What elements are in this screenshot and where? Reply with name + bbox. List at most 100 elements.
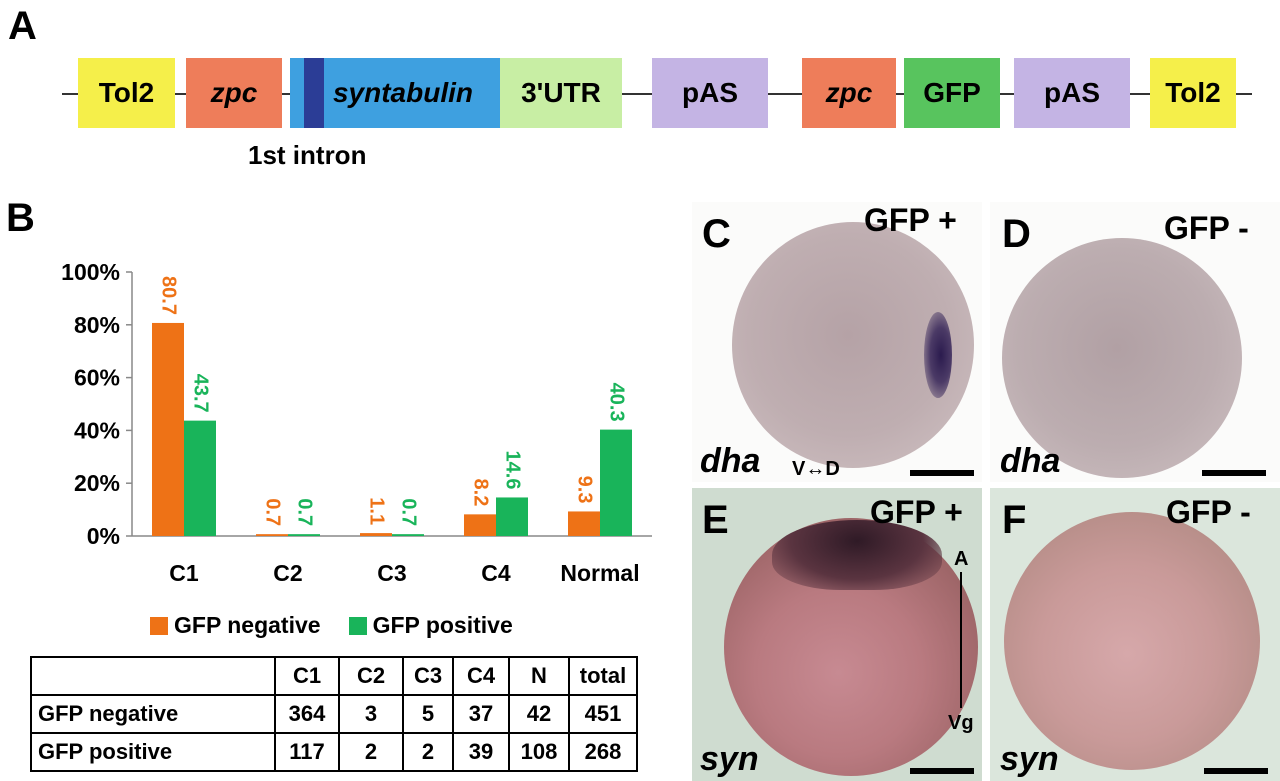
table-header-cell: C3 xyxy=(402,656,454,696)
panel-label-e: E xyxy=(702,498,729,542)
table-header-cell: C4 xyxy=(452,656,510,696)
micrograph-c: C GFP + dha V↔D xyxy=(692,202,982,482)
x-category-label: C2 xyxy=(273,560,302,586)
y-tick-label: 0% xyxy=(87,523,120,549)
bar xyxy=(288,534,320,536)
y-tick-label: 100% xyxy=(61,259,120,285)
table-cell: 42 xyxy=(508,694,570,734)
table-header-cell: C2 xyxy=(338,656,404,696)
micrograph-d: D GFP - dha xyxy=(990,202,1280,482)
y-tick-label: 60% xyxy=(74,365,120,391)
bar-chart: 0% 20% 40% 60% 80% 100% 80.7 43.7 C1 0.7 0.7 C2 1.1 0… xyxy=(61,259,652,586)
scale-bar xyxy=(1202,470,1266,476)
legend-label-gfp-positive: GFP positive xyxy=(372,612,513,638)
y-tick-label: 80% xyxy=(74,312,120,338)
gfp-status-label: GFP + xyxy=(870,494,963,530)
table-row-label: GFP negative xyxy=(30,694,276,734)
chart-legend: GFP negative GFP positive xyxy=(150,612,513,639)
table-header-row: C1 C2 C3 C4 N total xyxy=(30,656,638,696)
micrograph-f: F GFP - syn xyxy=(990,488,1280,781)
bar xyxy=(464,514,496,536)
gfp-status-label: GFP + xyxy=(864,202,957,238)
bar xyxy=(184,420,216,536)
bar-value-label: 9.3 xyxy=(574,476,596,504)
construct-box-zpc-1: zpc xyxy=(186,58,282,128)
construct-box-tol2-left: Tol2 xyxy=(78,58,175,128)
gene-label: dha xyxy=(1000,442,1061,480)
bar-value-label: 80.7 xyxy=(158,276,180,315)
table-row-label: GFP positive xyxy=(30,732,276,772)
table-cell: 108 xyxy=(508,732,570,772)
bar xyxy=(392,534,424,536)
table-cell: 2 xyxy=(402,732,454,772)
gene-label: syn xyxy=(1000,740,1059,778)
panel-label-d: D xyxy=(1002,212,1031,256)
x-category-label: Normal xyxy=(560,560,639,586)
bar-value-label: 8.2 xyxy=(470,479,492,507)
y-tick-label: 40% xyxy=(74,417,120,443)
embryo-image xyxy=(1004,512,1260,770)
scale-bar xyxy=(910,768,974,774)
bar xyxy=(152,322,184,536)
gfp-status-label: GFP - xyxy=(1166,494,1251,530)
table-cell: 39 xyxy=(452,732,510,772)
embryo-image xyxy=(1002,238,1242,478)
table-cell: 3 xyxy=(338,694,404,734)
construct-box-pas-1: pAS xyxy=(652,58,768,128)
axis-label-a: A xyxy=(954,548,969,570)
animal-pole-stain xyxy=(772,520,942,590)
panel-label-f: F xyxy=(1002,498,1027,542)
x-category-label: C3 xyxy=(377,560,406,586)
gene-label: dha xyxy=(700,442,761,480)
intron-marker xyxy=(304,58,324,128)
axis-label-vg: Vg xyxy=(948,712,974,734)
bar-value-label: 14.6 xyxy=(502,451,524,490)
panel-label-a: A xyxy=(8,4,37,48)
table-cell: 364 xyxy=(274,694,340,734)
table-cell: 37 xyxy=(452,694,510,734)
bar-value-label: 0.7 xyxy=(262,498,284,526)
table-cell: 451 xyxy=(568,694,638,734)
table-row: GFP negative 364 3 5 37 42 451 xyxy=(30,694,638,734)
construct-box-tol2-right: Tol2 xyxy=(1150,58,1236,128)
counts-table: C1 C2 C3 C4 N total GFP negative 364 3 5… xyxy=(30,656,638,772)
table-row: GFP positive 117 2 2 39 108 268 xyxy=(30,732,638,772)
y-tick-label: 20% xyxy=(74,470,120,496)
construct-box-syntabulin: syntabulin xyxy=(290,58,500,128)
bar-value-label: 40.3 xyxy=(606,383,628,422)
micrograph-e: E GFP + A Vg syn xyxy=(692,488,982,781)
axis-arrow-a-vg xyxy=(960,572,962,708)
scale-bar xyxy=(910,470,974,476)
dorsal-stain xyxy=(924,312,952,398)
bar-value-label: 0.7 xyxy=(294,498,316,526)
bar xyxy=(600,429,632,536)
table-cell: 117 xyxy=(274,732,340,772)
construct-box-pas-2: pAS xyxy=(1014,58,1130,128)
bar xyxy=(256,534,288,536)
table-header-cell: N xyxy=(508,656,570,696)
bar xyxy=(496,497,528,536)
intron-label: 1st intron xyxy=(248,140,367,170)
construct-box-3utr: 3'UTR xyxy=(500,58,622,128)
table-header-cell: C1 xyxy=(274,656,340,696)
construct-box-gfp: GFP xyxy=(904,58,1000,128)
table-cell: 268 xyxy=(568,732,638,772)
panel-label-c: C xyxy=(702,212,731,256)
bar xyxy=(568,511,600,536)
x-category-label: C4 xyxy=(481,560,511,586)
legend-swatch-gfp-negative xyxy=(150,616,168,635)
construct-box-zpc-2: zpc xyxy=(802,58,896,128)
legend-swatch-gfp-positive xyxy=(348,616,367,635)
gene-label: syn xyxy=(700,740,759,778)
panel-label-b: B xyxy=(6,196,35,240)
legend-label-gfp-negative: GFP negative xyxy=(174,612,321,638)
scale-bar xyxy=(1204,768,1268,774)
bar-value-label: 1.1 xyxy=(366,497,388,525)
bar-value-label: 43.7 xyxy=(190,374,212,413)
bar xyxy=(360,533,392,536)
table-header-cell: total xyxy=(568,656,638,696)
gfp-status-label: GFP - xyxy=(1164,210,1249,246)
axis-label-v-d: V↔D xyxy=(792,458,840,480)
table-cell: 5 xyxy=(402,694,454,734)
x-category-label: C1 xyxy=(169,560,199,586)
